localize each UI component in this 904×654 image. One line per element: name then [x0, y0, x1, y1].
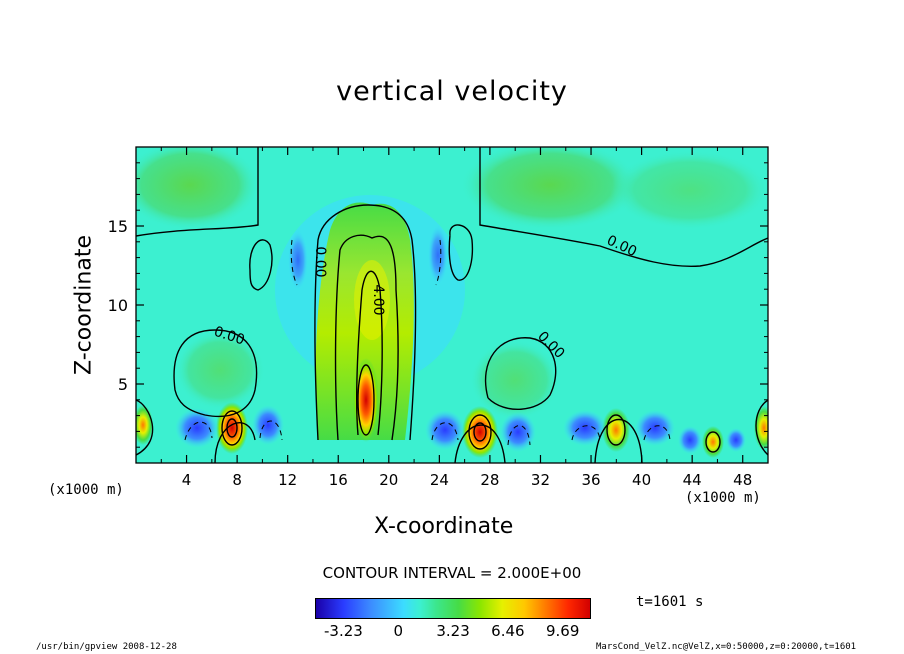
- colorbar-label: 3.23: [436, 622, 470, 640]
- contour-label: 4.00: [370, 284, 386, 315]
- y-tick-label: 15: [108, 217, 128, 236]
- x-tick-label: 8: [232, 471, 242, 489]
- x-unit-right: (x1000 m): [685, 490, 761, 506]
- x-tick-label: 36: [581, 471, 600, 489]
- x-tick-label: 44: [683, 471, 702, 489]
- y-axis-ticks: 5 10 15: [108, 162, 768, 448]
- chart-title: vertical velocity: [336, 76, 568, 107]
- x-tick-label: 40: [632, 471, 651, 489]
- contour-label: 0.00: [312, 246, 328, 277]
- x-tick-label: 4: [182, 471, 192, 489]
- footer-left: /usr/bin/gpview 2008-12-28: [36, 642, 177, 652]
- x-axis-ticks: 4 8 12 16 20 24 28 32 36 40 44 48: [160, 147, 752, 489]
- field-layer: [136, 147, 768, 463]
- y-axis-label: Z-coordinate: [71, 235, 97, 375]
- time-label: t=1601 s: [636, 594, 704, 610]
- colorbar-label: 0: [393, 622, 404, 640]
- footer-right: MarsCond_VelZ.nc@VelZ,x=0:50000,z=0:2000…: [596, 642, 857, 652]
- x-tick-label: 32: [531, 471, 550, 489]
- x-tick-label: 28: [480, 471, 499, 489]
- x-tick-label: 12: [278, 471, 297, 489]
- x-tick-label: 48: [733, 471, 752, 489]
- colorbar-label: 9.69: [545, 622, 580, 640]
- x-tick-label: 20: [379, 471, 398, 489]
- colorbar-label: -3.23: [324, 622, 363, 640]
- colorbar: [315, 598, 591, 619]
- contour-interval: CONTOUR INTERVAL = 2.000E+00: [322, 564, 582, 582]
- y-tick-label: 5: [118, 375, 128, 394]
- colorbar-label: 6.46: [491, 622, 525, 640]
- x-unit-left: (x1000 m): [48, 482, 124, 498]
- x-axis-label: X-coordinate: [374, 514, 514, 539]
- x-tick-label: 24: [430, 471, 449, 489]
- x-tick-label: 16: [329, 471, 348, 489]
- y-tick-label: 10: [108, 296, 128, 315]
